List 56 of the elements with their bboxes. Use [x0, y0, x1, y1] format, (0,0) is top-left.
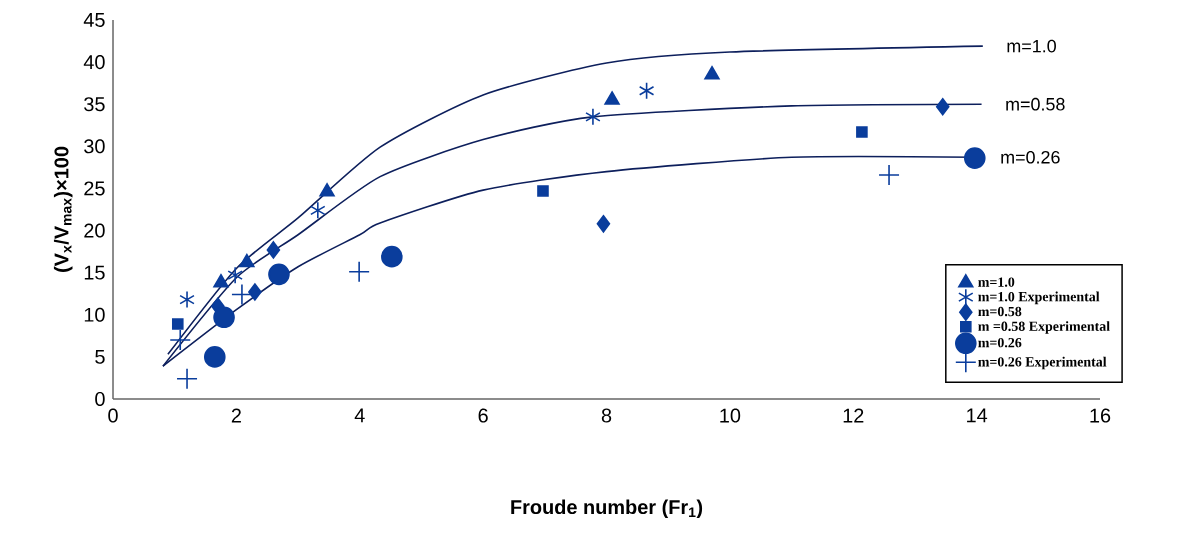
point [381, 245, 403, 268]
y-axis-title: (V$_{x}$/V$_{max}$)×100 [53, 146, 73, 272]
point [268, 263, 290, 286]
point [856, 126, 868, 138]
point [213, 306, 235, 329]
point [169, 329, 192, 351]
point [231, 283, 253, 306]
point [963, 147, 986, 169]
legend-label: m=1.0 Experimental [978, 291, 1100, 305]
point [348, 261, 370, 283]
x-tick-label: 6 [478, 408, 488, 423]
y-tick-label: 25 [84, 181, 105, 196]
y-tick-label: 0 [95, 391, 105, 407]
point [878, 164, 900, 186]
legend-label: m=0.26 [978, 337, 1022, 348]
x-tick-label: 16 [1090, 408, 1111, 423]
point [248, 283, 262, 301]
x-tick-label: 8 [601, 408, 612, 423]
point [704, 65, 720, 80]
point [179, 290, 195, 309]
point [935, 97, 950, 116]
point [239, 253, 255, 268]
y-tick-label: 10 [84, 307, 105, 322]
y-tick-label: 30 [84, 139, 105, 154]
annotation: m=0.26 [1001, 150, 1060, 164]
point [176, 367, 198, 390]
y-tick-label: 20 [84, 223, 105, 238]
point [266, 241, 281, 259]
point [171, 318, 184, 330]
x-tick-label: 2 [231, 408, 241, 423]
annotation: m=1.0 [1007, 39, 1056, 53]
point [596, 215, 611, 233]
y-tick-label: 45 [83, 13, 105, 27]
legend-label: m =0.58 Experimental [978, 321, 1110, 334]
x-tick-label: 0 [108, 408, 118, 423]
x-axis-title: Froude number (Fr$_{1}$) [511, 499, 703, 519]
point [227, 266, 243, 284]
point [585, 108, 601, 126]
x-tick-label: 4 [354, 408, 365, 423]
x-tick-label: 12 [843, 408, 864, 423]
y-tick-label: 40 [83, 55, 105, 70]
x-tick-label: 14 [967, 408, 988, 423]
legend-label: m=0.58 [978, 306, 1022, 317]
y-tick-label: 5 [95, 349, 105, 364]
point [604, 91, 620, 105]
legend-label: m=0.26 Experimental [978, 356, 1107, 370]
point [203, 346, 226, 368]
y-tick-label: 15 [84, 265, 105, 280]
legend-label: m=1.0 [978, 277, 1015, 287]
x-tick-label: 10 [720, 408, 741, 423]
annotation: m=0.58 [1006, 97, 1065, 111]
point [310, 201, 326, 220]
point [319, 183, 335, 197]
point [537, 185, 549, 197]
y-tick-label: 35 [84, 97, 105, 112]
point [638, 81, 655, 100]
